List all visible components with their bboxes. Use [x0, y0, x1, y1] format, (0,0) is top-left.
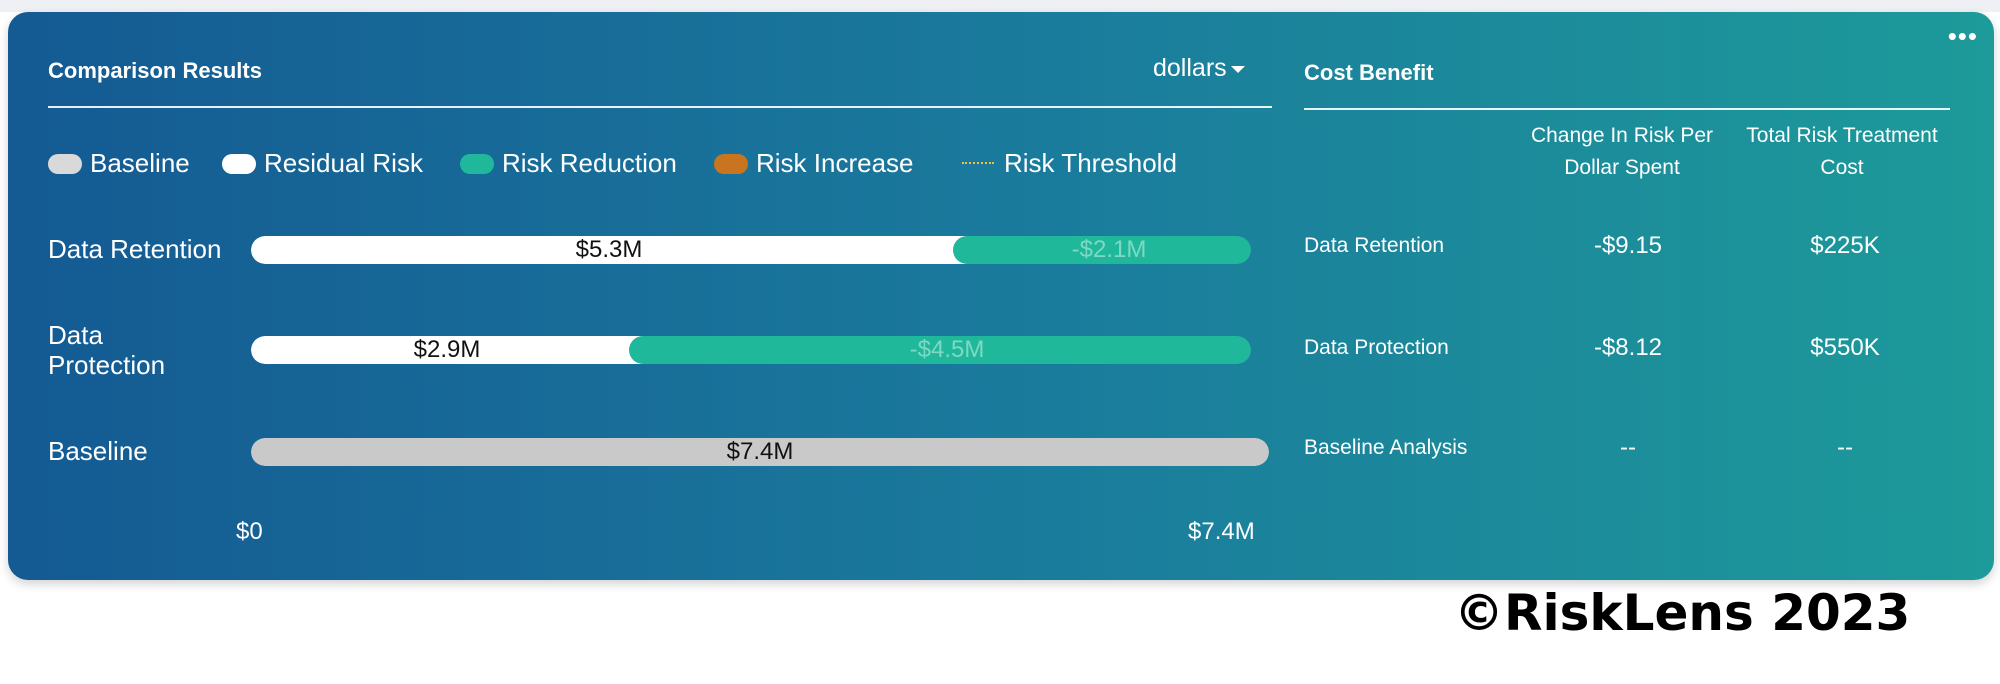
column-header-line1: Total Risk Treatment [1746, 124, 1938, 147]
cost-benefit-row-label: Baseline Analysis [1304, 436, 1468, 459]
axis-max-label: $7.4M [1188, 518, 1255, 545]
row-label-data-protection: Data Protection [48, 320, 165, 380]
comparison-card: ••• Comparison Results dollars Baseline … [8, 12, 1994, 580]
legend-swatch-risk-threshold [962, 162, 994, 164]
residual-value-label: $2.9M [413, 336, 481, 363]
legend-label: Risk Threshold [1004, 148, 1177, 178]
total-cost-value: $550K [1810, 334, 1880, 361]
comparison-title: Comparison Results [48, 58, 262, 83]
total-cost-value: $225K [1810, 232, 1880, 259]
legend-label: Risk Reduction [502, 148, 677, 178]
bar-baseline[interactable]: $7.4M [251, 438, 1269, 466]
row-label-baseline: Baseline [48, 436, 148, 466]
cost-benefit-row-label: Data Protection [1304, 336, 1449, 359]
axis-min-label: $0 [236, 518, 263, 545]
reduction-segment[interactable]: -$4.5M [629, 336, 1251, 364]
column-header-change-in-risk: Change In Risk Per Dollar Spent [1516, 120, 1728, 184]
change-in-risk-value: -$8.12 [1593, 334, 1663, 361]
legend-swatch-baseline [48, 154, 82, 174]
legend-swatch-risk-increase [714, 154, 748, 174]
units-dropdown[interactable]: dollars [1153, 54, 1245, 83]
residual-value-label: $5.3M [575, 236, 643, 263]
cost-benefit-divider [1304, 108, 1950, 110]
residual-segment[interactable]: $2.9M [251, 336, 643, 364]
legend-swatch-risk-reduction [460, 154, 494, 174]
change-in-risk-value: -$9.15 [1593, 232, 1663, 259]
baseline-value-label: $7.4M [726, 438, 794, 465]
reduction-segment[interactable]: -$2.1M [953, 236, 1251, 264]
legend-swatch-residual-risk [222, 154, 256, 174]
copyright-text: ©RiskLens 2023 [1454, 584, 1911, 642]
bar-data-protection[interactable]: $2.9M -$4.5M [251, 336, 1251, 364]
cost-benefit-row-label: Data Retention [1304, 234, 1445, 257]
reduction-value-label: -$2.1M [1071, 236, 1147, 263]
bar-data-retention[interactable]: $5.3M -$2.1M [251, 236, 1251, 264]
cost-benefit-title: Cost Benefit [1304, 60, 1434, 85]
units-label: dollars [1153, 54, 1227, 82]
row-label-data-retention: Data Retention [48, 234, 222, 264]
column-header-line2: Cost [1820, 156, 1864, 179]
row-label-line2: Protection [48, 350, 166, 380]
chevron-down-icon [1230, 65, 1245, 73]
top-strip [0, 0, 2000, 12]
legend-label: Residual Risk [264, 148, 423, 178]
legend-label: Baseline [90, 148, 190, 178]
residual-segment[interactable]: $5.3M [251, 236, 967, 264]
comparison-divider [48, 106, 1272, 108]
reduction-value-label: -$4.5M [909, 336, 985, 363]
change-in-risk-value: -- [1620, 434, 1636, 461]
column-header-total-cost: Total Risk Treatment Cost [1730, 120, 1954, 184]
row-label-line1: Data [48, 320, 103, 350]
more-options-icon[interactable]: ••• [1947, 21, 1978, 51]
baseline-segment[interactable]: $7.4M [251, 438, 1269, 466]
column-header-line2: Dollar Spent [1564, 156, 1680, 179]
column-header-line1: Change In Risk Per [1530, 124, 1714, 147]
legend-label: Risk Increase [756, 148, 914, 178]
total-cost-value: -- [1837, 434, 1853, 461]
